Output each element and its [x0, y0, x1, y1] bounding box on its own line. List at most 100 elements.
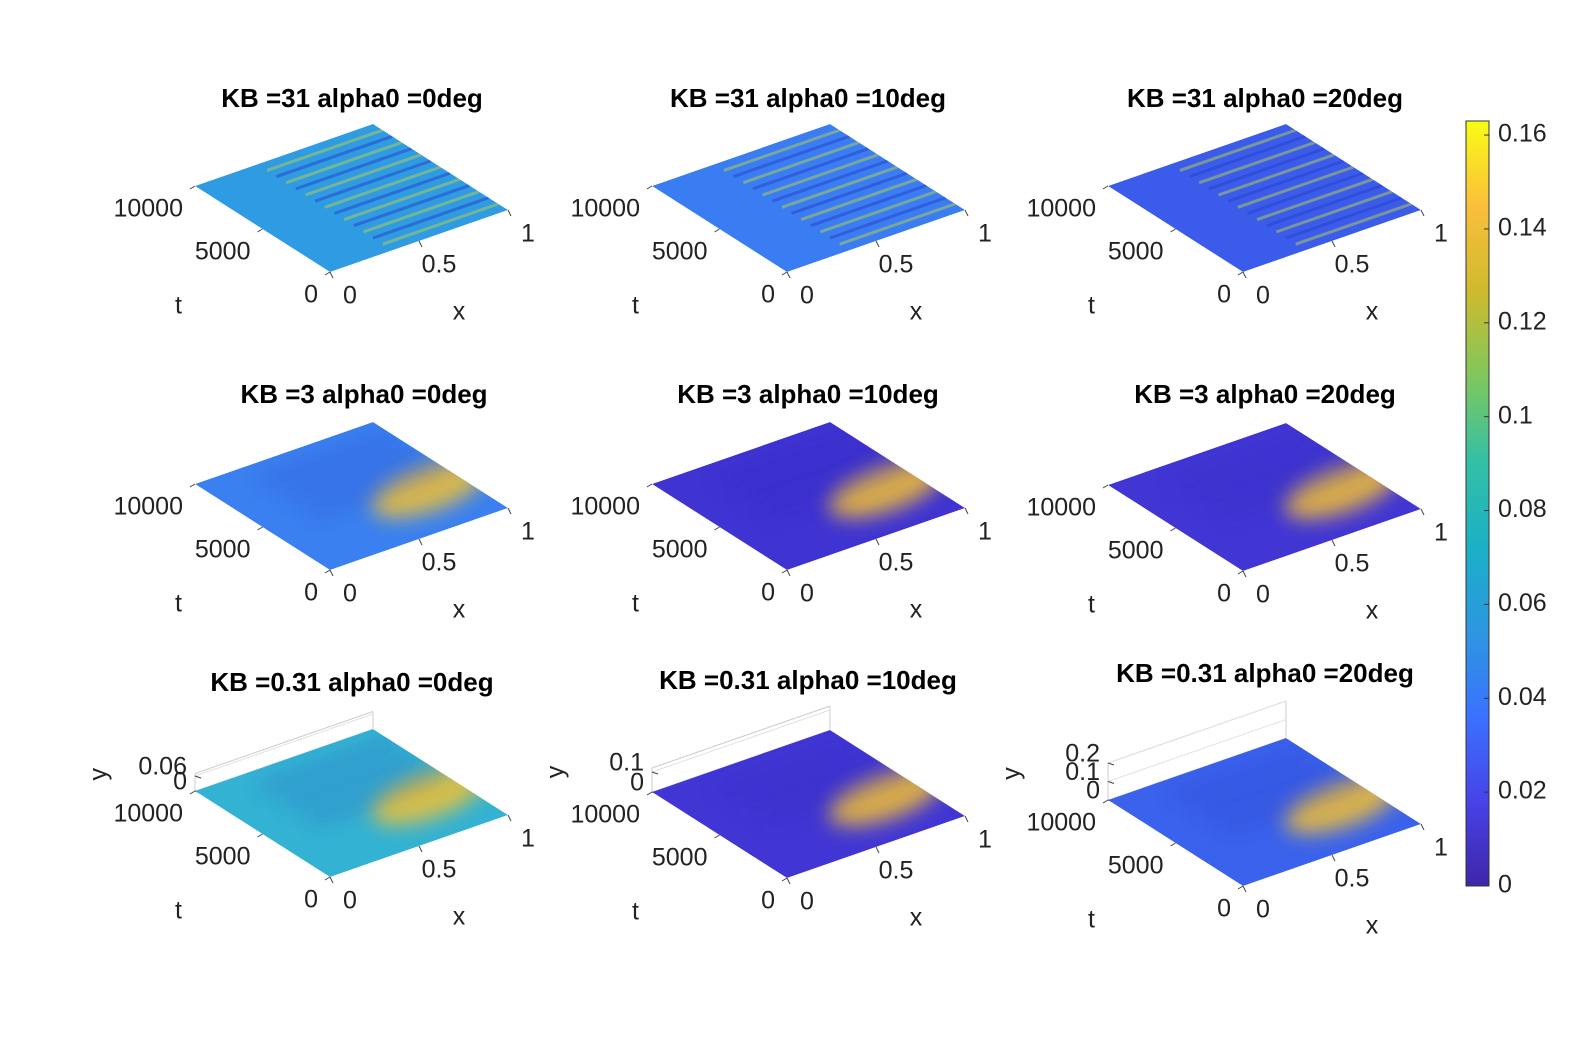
- z-tick-label: 0: [1086, 777, 1100, 805]
- colorbar-tick-label: 0.12: [1498, 307, 1547, 335]
- colorbar-tick-label: 0.16: [1498, 120, 1547, 148]
- x-tick-label: 1: [521, 518, 535, 546]
- x-tick-label: 1: [978, 826, 992, 854]
- colorbar-tick-label: 0.08: [1498, 495, 1547, 523]
- x-tick-label: 1: [1434, 519, 1448, 547]
- y-tick: [324, 876, 331, 881]
- x-tick: [329, 876, 334, 884]
- surface: [195, 729, 508, 877]
- x-tick: [418, 240, 423, 248]
- x-tick-label: 0: [1256, 282, 1270, 310]
- y-tick: [714, 526, 720, 531]
- x-tick: [786, 271, 791, 279]
- x-tick-label: 0.5: [879, 251, 914, 279]
- y-tick-label: 0: [304, 281, 318, 309]
- x-tick-label: 0.5: [879, 549, 914, 577]
- surface-band: [716, 431, 853, 487]
- surface-band: [259, 431, 396, 487]
- x-tick: [964, 815, 969, 823]
- y-tick: [646, 791, 653, 796]
- y-tick: [781, 271, 788, 276]
- x-tick-label: 0.5: [422, 856, 457, 884]
- chart-title: KB =3 alpha0 =0deg: [240, 379, 487, 409]
- x-tick: [1331, 539, 1336, 547]
- y-tick-label: 5000: [195, 843, 251, 871]
- z-tick-label: 0.1: [1065, 758, 1100, 786]
- y-tick: [646, 185, 653, 190]
- x-tick-label: 1: [1434, 220, 1448, 248]
- surface-stripe: [771, 159, 889, 203]
- x-axis-label: x: [453, 298, 466, 326]
- colorbar-tick-label: 0.06: [1498, 589, 1547, 617]
- z-tick: [1107, 781, 1115, 784]
- y-tick: [1237, 885, 1244, 890]
- y-tick: [714, 228, 720, 233]
- y-tick-label: 0: [761, 281, 775, 309]
- surface-stripe: [1189, 134, 1306, 179]
- surface-band: [1172, 747, 1309, 803]
- x-tick: [1242, 885, 1247, 893]
- y-tick: [1170, 228, 1176, 233]
- x-tick: [507, 814, 512, 822]
- y-axis-label: t: [632, 898, 639, 926]
- surface: [195, 422, 508, 570]
- colorbar-tick-label: 0.14: [1498, 214, 1547, 242]
- x-tick-label: 0.5: [422, 549, 457, 577]
- z-tick-label: 0.06: [138, 753, 187, 781]
- surface-band: [1197, 763, 1334, 818]
- y-tick: [1102, 799, 1109, 804]
- y-tick-label: 10000: [1026, 195, 1096, 223]
- surface-stripe: [752, 147, 870, 191]
- y-axis-label: t: [175, 292, 182, 320]
- surface-band: [1221, 463, 1358, 518]
- surface-stripe: [333, 171, 451, 215]
- surface-stripe: [362, 190, 480, 234]
- surface-stripe: [305, 153, 422, 197]
- y-tick-label: 5000: [1108, 537, 1164, 565]
- x-tick: [875, 846, 880, 854]
- y-axis-label: t: [1088, 591, 1095, 619]
- x-axis-label: x: [453, 903, 466, 931]
- x-tick: [1420, 508, 1425, 516]
- x-axis-label: x: [910, 298, 923, 326]
- y-tick: [1102, 484, 1109, 489]
- y-tick-label: 5000: [652, 536, 708, 564]
- surface-band: [308, 769, 445, 824]
- surface-band: [765, 462, 902, 517]
- y-axis-label: t: [632, 590, 639, 618]
- x-tick-label: 1: [978, 518, 992, 546]
- y-tick-label: 10000: [570, 195, 640, 223]
- surface-stripe: [829, 196, 947, 240]
- x-tick: [507, 209, 512, 217]
- axis-box-line: [194, 711, 374, 774]
- x-tick: [1242, 271, 1247, 279]
- surface-stripe: [742, 141, 860, 185]
- surface-stripe: [295, 147, 413, 191]
- x-tick-label: 1: [521, 825, 535, 853]
- x-axis-label: x: [910, 904, 923, 932]
- y-tick-label: 0: [1217, 281, 1231, 309]
- z-tick: [194, 775, 202, 779]
- y-tick-label: 5000: [1108, 238, 1164, 266]
- y-tick-label: 5000: [652, 238, 708, 266]
- chart-title: KB =3 alpha0 =10deg: [677, 379, 939, 409]
- x-tick: [875, 538, 880, 546]
- surface-stripe: [839, 202, 956, 246]
- surface-stripe: [810, 184, 927, 228]
- surface-stripe: [276, 134, 393, 179]
- y-tick: [781, 877, 788, 882]
- x-tick-label: 0.5: [1335, 865, 1370, 893]
- y-tick: [257, 833, 263, 838]
- surface-band: [1197, 448, 1334, 503]
- x-tick: [786, 569, 791, 577]
- y-tick-label: 10000: [113, 493, 183, 521]
- grid-line: [651, 709, 831, 773]
- z-tick-label: 0: [173, 768, 187, 796]
- surface-stripe: [723, 128, 841, 172]
- x-tick: [1420, 823, 1425, 831]
- surface-band: [741, 447, 878, 502]
- x-tick: [875, 240, 880, 248]
- surface-stripe: [790, 171, 908, 215]
- y-tick-label: 5000: [1108, 852, 1164, 880]
